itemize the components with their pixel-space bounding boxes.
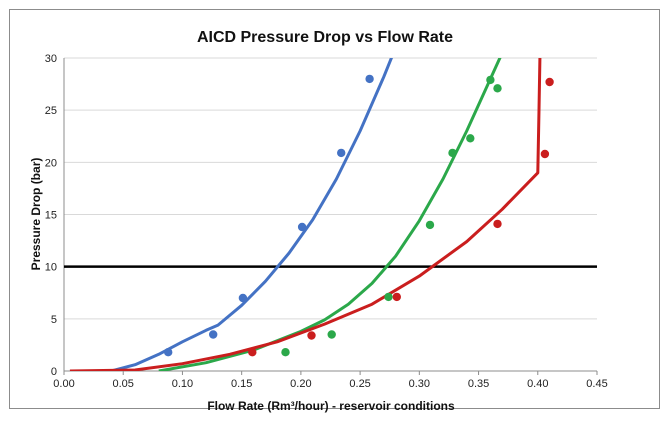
x-axis-label: Flow Rate (Rm³/hour) - reservoir conditi… (207, 399, 455, 413)
y-tick-label: 20 (45, 157, 57, 169)
tick-labels: 0 5 10 15 20 25 30 0.00 0.05 0.10 0.15 0.20 0.25 0.30… (45, 53, 608, 390)
data-point-series-3 (493, 219, 502, 229)
x-tick-label: 0.10 (172, 378, 193, 390)
data-point-series-3 (248, 348, 257, 357)
x-tick-label: 0.45 (586, 378, 607, 390)
data-point-series-2 (281, 348, 290, 357)
x-tick-label: 0.05 (113, 378, 134, 390)
y-tick-label: 5 (51, 314, 57, 326)
x-tick-label: 0.35 (468, 378, 489, 390)
y-tick-label: 10 (45, 262, 57, 274)
data-point-series-2 (448, 148, 457, 158)
data-point-series-1 (297, 222, 307, 232)
data-point-series-2 (384, 292, 393, 302)
chart-title: AICD Pressure Drop vs Flow Rate (197, 29, 453, 46)
data-point-series-3 (545, 77, 554, 87)
y-tick-label: 25 (45, 105, 57, 117)
y-tick-label: 15 (45, 210, 57, 222)
data-point-series-1 (365, 74, 374, 84)
data-point-series-2 (425, 220, 435, 230)
chart-frame (9, 9, 660, 409)
axes (63, 58, 598, 375)
x-tick-label: 0.20 (290, 378, 311, 390)
data-point-series-2 (493, 84, 502, 93)
x-tick-label: 0.15 (231, 378, 252, 390)
data-point-series-3 (307, 331, 316, 340)
data-point-series-1 (337, 148, 346, 158)
data-point-series-2 (327, 330, 336, 339)
data-point-series-3 (392, 292, 401, 302)
data-point-series-1 (238, 293, 248, 303)
y-axis-label: Pressure Drop (bar) (29, 158, 43, 271)
series-line-1 (111, 58, 394, 371)
x-tick-label: 0.00 (53, 378, 74, 390)
data-point-series-1 (164, 348, 173, 357)
data-point-series-3 (540, 149, 550, 159)
series-line-3 (69, 58, 542, 371)
x-tick-label: 0.40 (527, 378, 548, 390)
x-tick-label: 0.30 (409, 378, 430, 390)
data-point-series-2 (466, 134, 475, 143)
x-tick-label: 0.25 (349, 378, 370, 390)
y-tick-label: 30 (45, 53, 57, 65)
points-group (164, 74, 554, 357)
data-point-series-1 (209, 330, 218, 339)
y-tick-label: 0 (51, 366, 57, 378)
data-point-series-2 (486, 75, 495, 85)
